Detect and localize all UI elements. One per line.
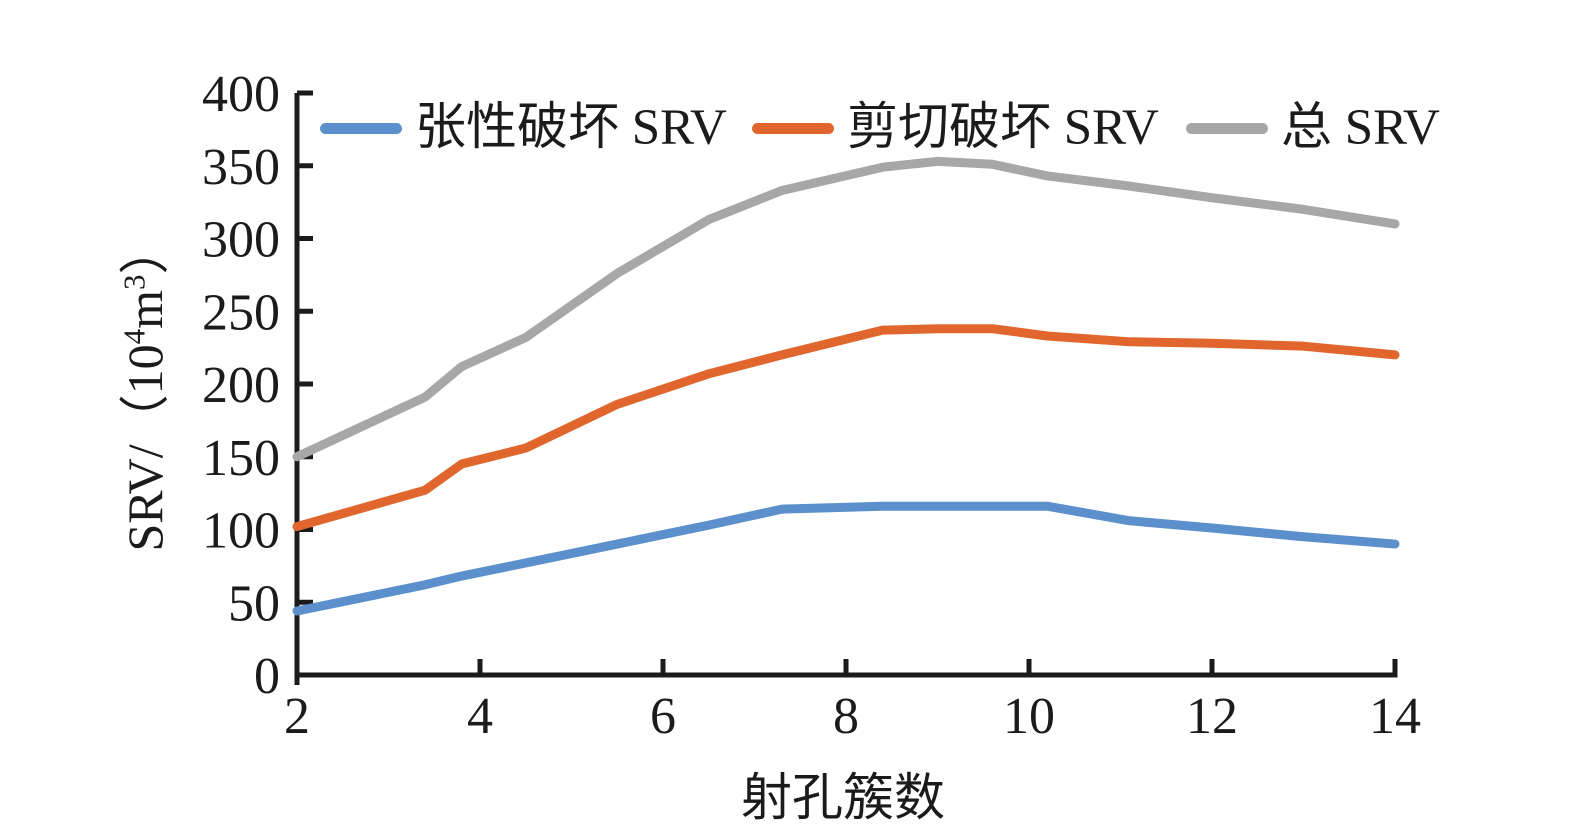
x-tick-label: 12 <box>1186 688 1238 745</box>
y-tick-label: 400 <box>202 66 280 123</box>
y-tick-label: 300 <box>202 212 280 269</box>
x-tick-label: 14 <box>1369 688 1421 745</box>
y-tick-label: 200 <box>202 357 280 414</box>
legend-item-total: 总 SRV <box>1186 100 1440 156</box>
x-tick-label: 2 <box>284 688 310 745</box>
y-axis-title-text: SRV/（10 <box>117 344 173 552</box>
y-tick-label: 250 <box>202 284 280 341</box>
legend-dash-tensile <box>320 122 402 134</box>
legend-dash-total <box>1186 122 1268 134</box>
x-tick-label: 10 <box>1003 688 1055 745</box>
y-axis-title-close: ） <box>117 224 173 275</box>
y-tick-label: 150 <box>202 430 280 487</box>
y-tick-label: 50 <box>228 575 280 632</box>
x-tick-label: 8 <box>833 688 859 745</box>
legend-item-tensile: 张性破坏 SRV <box>320 100 727 156</box>
series-line-total <box>292 156 1400 462</box>
y-axis-title-sup4: 4 <box>116 328 152 345</box>
legend-label-tensile: 张性破坏 SRV <box>415 100 727 156</box>
legend-dash-shear <box>752 122 834 134</box>
x-tick-label: 6 <box>650 688 676 745</box>
legend-label-total: 总 SRV <box>1281 100 1440 156</box>
x-axis-title: 射孔簇数 <box>740 771 946 827</box>
y-axis-title-unit: m <box>117 289 173 329</box>
series-line-tensile <box>292 501 1400 616</box>
y-tick-label: 100 <box>202 503 280 560</box>
legend-label-shear: 剪切破坏 SRV <box>847 100 1159 156</box>
y-tick-label: 0 <box>254 648 280 705</box>
legend: 张性破坏 SRV 剪切破坏 SRV 总 SRV <box>0 100 1575 156</box>
y-tick-label: 350 <box>202 139 280 196</box>
series-line-shear <box>292 324 1400 532</box>
x-tick-label: 4 <box>467 688 493 745</box>
y-axis-title-sup3: 3 <box>116 274 152 290</box>
legend-item-shear: 剪切破坏 SRV <box>752 100 1159 156</box>
y-axis-title: SRV/（104m3） <box>105 224 177 551</box>
